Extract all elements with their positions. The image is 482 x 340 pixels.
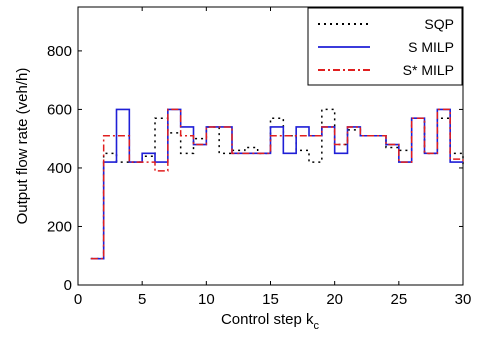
x-tick-label: 30: [455, 291, 472, 308]
x-tick-label: 15: [262, 291, 279, 308]
ticks-layer: 0 5 10 15 20 25 30 0 200 400 600 800: [47, 7, 471, 308]
series-line-sqp: [90, 108, 464, 260]
x-tick-label: 25: [390, 291, 407, 308]
x-tick-label: 10: [198, 291, 215, 308]
series-line-s-milp: [90, 108, 464, 260]
x-axis-label: Control step kc: [221, 311, 320, 332]
y-tick-label: 400: [47, 160, 72, 177]
legend-label: SQP: [424, 16, 454, 32]
legend-label: S MILP: [408, 39, 454, 55]
y-tick-label: 200: [47, 218, 72, 235]
y-tick-label: 800: [47, 43, 72, 60]
x-tick-label: 5: [138, 291, 146, 308]
legend-entries: SQP S MILP S* MILP: [318, 16, 454, 78]
legend: SQP S MILP S* MILP: [307, 7, 463, 86]
y-tick-label: 0: [64, 277, 72, 294]
y-tick-label: 600: [47, 101, 72, 118]
x-tick-label: 0: [74, 291, 82, 308]
x-tick-label: 20: [326, 291, 343, 308]
x-axis-label-subscript: c: [314, 320, 320, 332]
x-axis-label-main: Control step k: [221, 311, 314, 328]
y-axis-label: Output flow rate (veh/h): [14, 68, 31, 225]
series-layer: [90, 108, 464, 260]
legend-label: S* MILP: [403, 62, 454, 78]
